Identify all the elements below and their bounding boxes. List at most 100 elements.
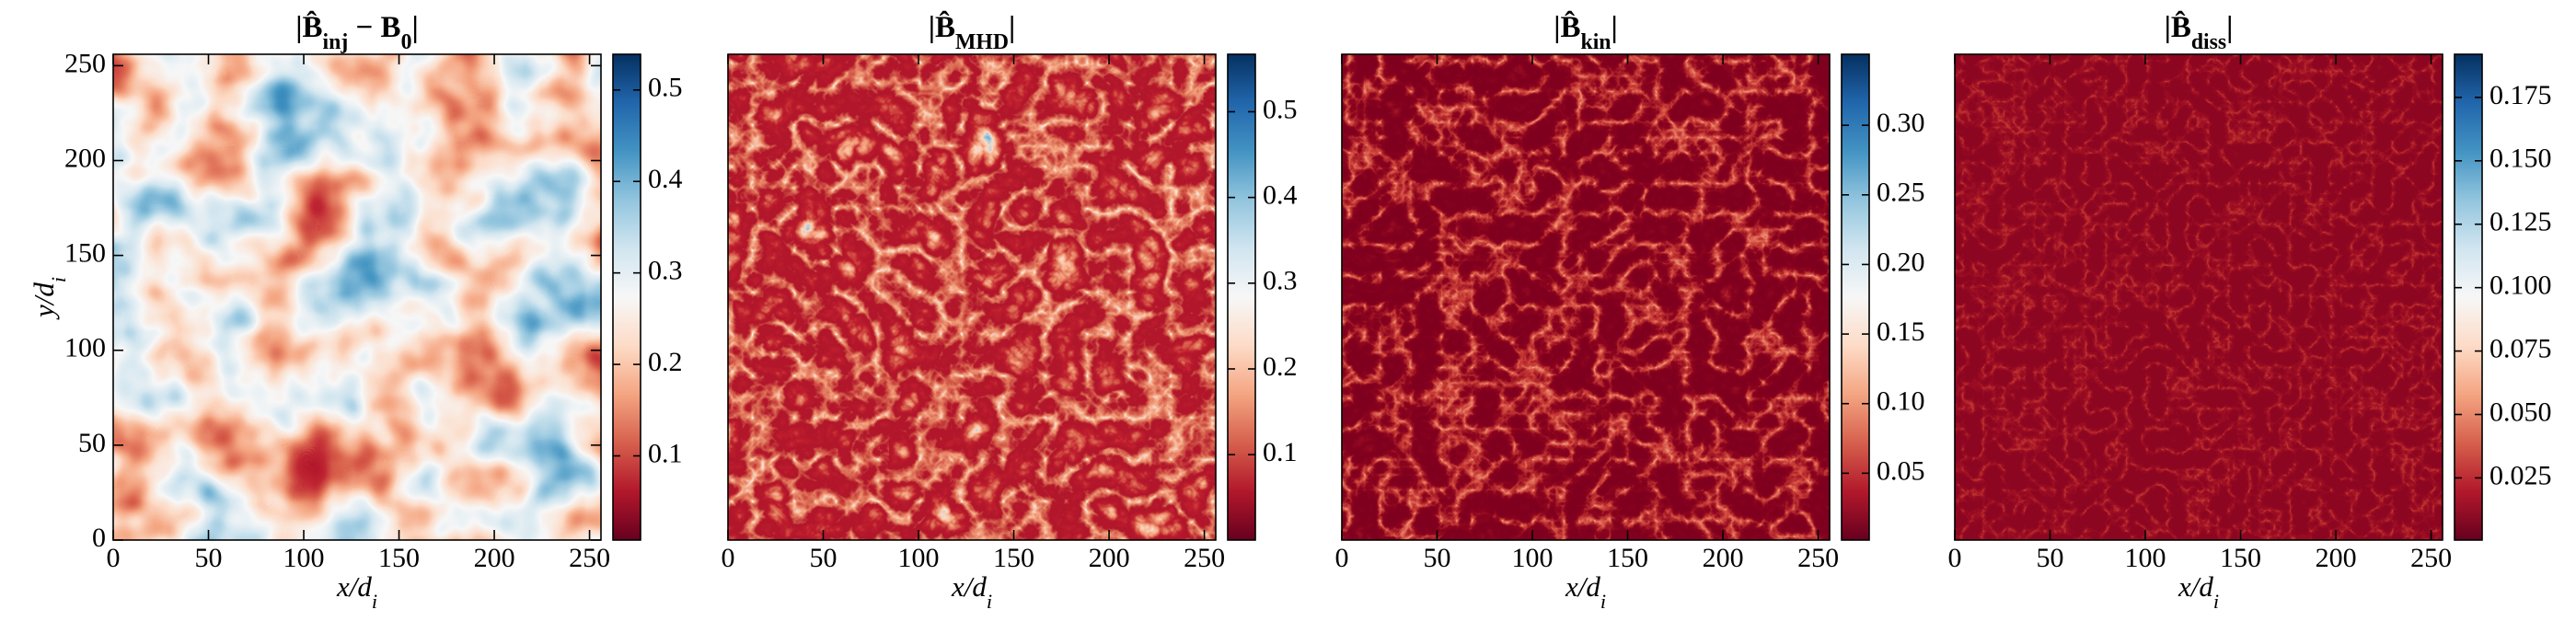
- panel-title-part: |B̂: [929, 9, 955, 44]
- colorbar: [612, 53, 641, 541]
- x-axis-label-part: x/d: [951, 570, 987, 603]
- x-axis-label: x/di: [1565, 570, 1606, 613]
- x-tick-label: 150: [1607, 543, 1648, 573]
- x-tick-label: 150: [2220, 543, 2261, 573]
- axes-frame: [1341, 53, 1831, 541]
- panel-title-part: |: [1611, 11, 1618, 44]
- y-tick-label: 50: [78, 428, 106, 458]
- x-tick-label: 150: [993, 543, 1034, 573]
- panel-title-part: MHD: [955, 30, 1009, 54]
- colorbar-tick-label: 0.1: [1263, 437, 1298, 467]
- colorbar-tick-label: 0.25: [1877, 178, 1925, 208]
- x-tick-label: 250: [2410, 543, 2452, 573]
- colorbar-tick-label: 0.1: [648, 438, 683, 468]
- colorbar-tick-label: 0.050: [2489, 397, 2552, 427]
- x-tick-label: 250: [1184, 543, 1225, 573]
- panel-title: |B̂MHD|: [929, 9, 1016, 54]
- x-tick-label: 200: [1703, 543, 1744, 573]
- x-tick-label: 50: [195, 543, 223, 573]
- panel-title-part: |: [2226, 11, 2233, 44]
- x-axis-label-part: i: [2213, 590, 2219, 613]
- x-tick-label: 250: [569, 543, 610, 573]
- heatmap-field: [728, 54, 1216, 540]
- x-axis-label-part: x/d: [2177, 570, 2213, 603]
- y-axis-label-part: i: [47, 277, 70, 282]
- y-tick-label: 100: [64, 333, 106, 363]
- x-tick-label: 0: [107, 543, 121, 573]
- x-tick-label: 0: [1335, 543, 1349, 573]
- x-tick-label: 50: [810, 543, 837, 573]
- panel-title: |B̂kin|: [1554, 9, 1618, 54]
- heatmap-field: [113, 54, 601, 540]
- heatmap-field: [1342, 54, 1830, 540]
- colorbar-tick-label: 0.10: [1877, 386, 1925, 417]
- colorbar: [2454, 53, 2483, 541]
- heatmap-field: [1955, 54, 2443, 540]
- x-tick-label: 50: [2037, 543, 2064, 573]
- x-tick-label: 100: [2125, 543, 2166, 573]
- x-axis-label-part: x/d: [336, 570, 372, 603]
- x-tick-label: 50: [1424, 543, 1451, 573]
- y-tick-label: 150: [64, 238, 106, 269]
- colorbar-tick-label: 0.5: [648, 73, 683, 103]
- x-axis-label-part: i: [372, 590, 377, 613]
- panel-title-part: kin: [1580, 30, 1611, 54]
- axes-frame: [1954, 53, 2443, 541]
- panel-title-part: inj: [323, 30, 349, 54]
- x-tick-label: 250: [1797, 543, 1839, 573]
- x-tick-label: 200: [2316, 543, 2357, 573]
- panel-title: |B̂inj − B0|: [295, 9, 418, 54]
- colorbar-tick-label: 0.3: [648, 256, 683, 286]
- x-tick-label: 100: [1512, 543, 1554, 573]
- colorbar: [1227, 53, 1256, 541]
- panel-title-part: |B̂: [1554, 9, 1580, 44]
- panel-title-part: |: [411, 11, 418, 44]
- y-axis-label-part: y/d: [28, 282, 60, 320]
- axes-frame: [112, 53, 602, 541]
- x-tick-label: 100: [283, 543, 325, 573]
- x-axis-label-part: i: [987, 590, 992, 613]
- x-tick-label: 0: [722, 543, 735, 573]
- colorbar-tick-label: 0.2: [648, 347, 683, 377]
- colorbar-tick-label: 0.4: [1263, 180, 1298, 211]
- panel-title-part: diss: [2191, 30, 2226, 54]
- panel-title-part: |: [1009, 11, 1015, 44]
- colorbar-tick-label: 0.4: [648, 164, 683, 194]
- panel-title-part: |B̂: [295, 9, 322, 44]
- colorbar-tick-label: 0.15: [1877, 316, 1925, 347]
- x-tick-label: 0: [1948, 543, 1962, 573]
- colorbar-tick-label: 0.100: [2489, 270, 2552, 301]
- y-axis-label: y/di: [28, 277, 70, 320]
- x-axis-label: x/di: [2177, 570, 2219, 613]
- x-tick-label: 200: [474, 543, 515, 573]
- panel-title-part: 0: [401, 30, 412, 54]
- axes-frame: [727, 53, 1217, 541]
- x-axis-label: x/di: [951, 570, 992, 613]
- colorbar-tick-label: 0.3: [1263, 266, 1298, 296]
- x-tick-label: 100: [898, 543, 940, 573]
- x-axis-label-part: x/d: [1565, 570, 1600, 603]
- x-axis-label-part: i: [1600, 590, 1606, 613]
- colorbar-tick-label: 0.025: [2489, 460, 2552, 490]
- colorbar-tick-label: 0.30: [1877, 108, 1925, 138]
- panel-title-part: |B̂: [2165, 9, 2191, 44]
- x-tick-label: 150: [378, 543, 420, 573]
- x-tick-label: 200: [1089, 543, 1130, 573]
- y-tick-label: 250: [64, 48, 106, 78]
- x-axis-label: x/di: [336, 570, 377, 613]
- colorbar-tick-label: 0.125: [2489, 207, 2552, 237]
- panel-title-part: − B: [348, 11, 400, 44]
- colorbar-tick-label: 0.2: [1263, 351, 1298, 382]
- colorbar-tick-label: 0.075: [2489, 333, 2552, 363]
- colorbar-tick-label: 0.5: [1263, 94, 1298, 124]
- y-tick-label: 0: [92, 523, 106, 553]
- colorbar-tick-label: 0.175: [2489, 80, 2552, 110]
- colorbar: [1841, 53, 1870, 541]
- panel-title: |B̂diss|: [2165, 9, 2234, 54]
- colorbar-tick-label: 0.20: [1877, 247, 1925, 277]
- y-tick-label: 200: [64, 143, 106, 173]
- colorbar-tick-label: 0.150: [2489, 144, 2552, 174]
- colorbar-tick-label: 0.05: [1877, 455, 1925, 486]
